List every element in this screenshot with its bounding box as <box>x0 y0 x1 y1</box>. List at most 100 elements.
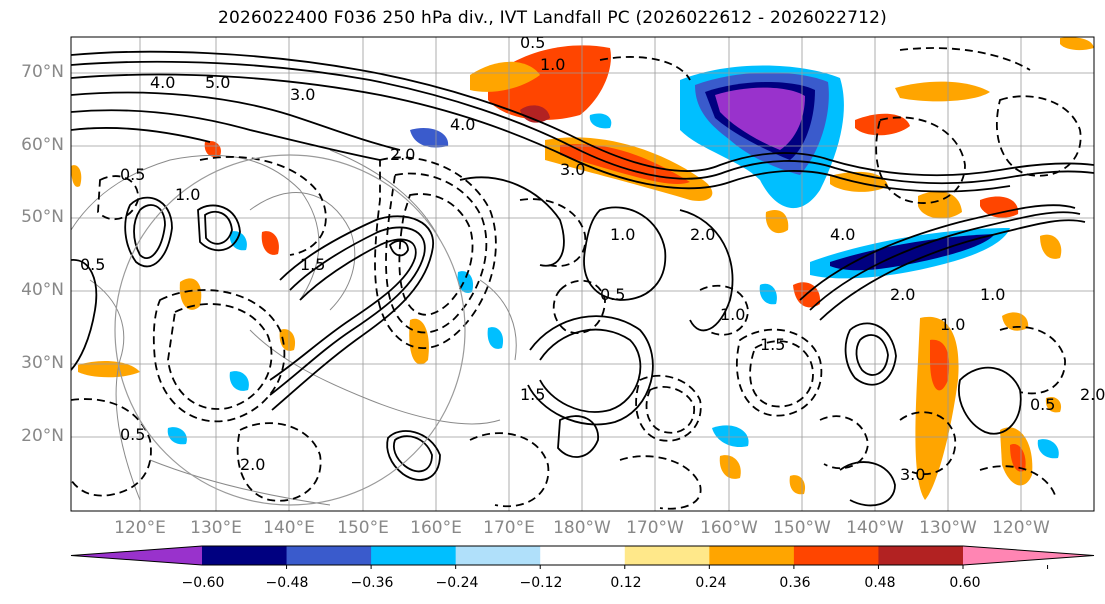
contour-line <box>469 432 550 508</box>
lon-label: 130°W <box>919 518 977 538</box>
colorbar-tick-label: −0.60 <box>181 575 225 591</box>
lat-label: 60°N <box>21 135 64 155</box>
negative-div-region <box>229 371 249 391</box>
lon-label: 120°W <box>992 518 1050 538</box>
colorbar-extend-low <box>71 546 202 565</box>
negative-div-region <box>712 425 749 448</box>
negative-div-region <box>1037 439 1059 459</box>
lon-label: 180°W <box>553 518 611 538</box>
colorbar-segment <box>878 546 964 565</box>
contour-line <box>71 109 381 161</box>
contour-line <box>269 226 426 396</box>
negative-contours <box>71 47 1082 510</box>
contour-line <box>583 206 667 301</box>
contour-label: 1.0 <box>980 285 1005 304</box>
contour-line <box>899 47 1031 71</box>
contour-line <box>71 73 1011 193</box>
lat-label: 40°N <box>21 280 64 300</box>
contour-label: 2.0 <box>690 225 715 244</box>
contour-line <box>996 95 1082 177</box>
colorbar-tick-label: −0.48 <box>265 575 309 591</box>
contour-line <box>819 219 1086 321</box>
negative-div-region <box>830 234 995 271</box>
contour-line <box>71 259 98 371</box>
contour-label: 2.0 <box>890 285 915 304</box>
contour-line <box>124 196 173 268</box>
colorbar-segment <box>371 546 457 565</box>
contour-label: 1.5 <box>520 385 545 404</box>
colorbar-segment <box>286 546 372 565</box>
colorbar-segment <box>540 546 626 565</box>
colorbar-segment <box>624 546 710 565</box>
contour-line <box>599 56 691 81</box>
figure-title: 2026022400 F036 250 hPa div., IVT Landfa… <box>218 8 887 28</box>
positive-div-region <box>470 61 540 92</box>
contour-label: 2.0 <box>390 145 415 164</box>
positive-div-region <box>1010 444 1026 472</box>
colorbar-extend-high <box>963 546 1094 565</box>
contour-line <box>645 385 695 434</box>
contour-line <box>557 415 599 458</box>
colorbar-segment <box>709 546 795 565</box>
positive-div-region <box>895 81 990 102</box>
positive-div-region <box>71 165 82 187</box>
lon-label: 170°E <box>483 518 535 538</box>
colorbar-segment <box>455 546 541 565</box>
contour-label: 0.5 <box>120 165 145 184</box>
contour-line <box>152 289 286 423</box>
positive-div-region <box>930 339 950 391</box>
contour-label: 4.0 <box>150 73 175 92</box>
contour-label: 1.0 <box>175 185 200 204</box>
contour-label: 2.0 <box>1080 385 1105 404</box>
contour-label: 1.0 <box>940 315 965 334</box>
positive-contours <box>71 50 1094 507</box>
positive-div-region <box>409 318 429 365</box>
colorbar-segment <box>793 546 879 565</box>
contour-line <box>386 430 441 481</box>
contour-label: 1.0 <box>720 305 745 324</box>
contour-line <box>374 156 497 349</box>
lon-label: 160°E <box>410 518 462 538</box>
contour-label: 2.0 <box>240 455 265 474</box>
contour-line <box>71 127 211 143</box>
negative-div-region <box>167 427 187 445</box>
contour-line <box>71 60 1094 185</box>
contour-line <box>844 322 897 386</box>
graticule <box>71 37 1094 511</box>
contour-line <box>398 193 474 316</box>
contour-label: 1.5 <box>760 335 785 354</box>
colorbar-tick-label: 0.24 <box>695 575 727 591</box>
contour-line <box>385 172 488 334</box>
contour-line <box>133 204 166 259</box>
positive-div-region <box>1045 396 1062 413</box>
contour-label: 3.0 <box>560 160 585 179</box>
lon-label: 170°W <box>626 518 684 538</box>
positive-div-region <box>980 196 1019 218</box>
colorbar-tick-label: −0.12 <box>519 575 563 591</box>
contour-label: 3.0 <box>290 85 315 104</box>
contour-label: 5.0 <box>205 73 230 92</box>
colorbar-tick-label: 0.12 <box>610 575 642 591</box>
contour-label: 4.0 <box>830 225 855 244</box>
contour-label: 4.0 <box>450 115 475 134</box>
lon-label: 120°E <box>114 518 166 538</box>
colorbar-outline <box>70 545 1095 566</box>
lat-label: 70°N <box>21 62 64 82</box>
positive-div-region <box>855 113 910 136</box>
positive-div-region <box>179 278 202 310</box>
contour-line <box>519 198 587 267</box>
contour-label: 0.5 <box>600 285 625 304</box>
contour-label: 1.5 <box>300 255 325 274</box>
negative-div-region <box>715 87 805 150</box>
contour-line <box>699 284 749 336</box>
lat-label: 50°N <box>21 207 64 227</box>
positive-div-region <box>78 360 140 378</box>
contour-line <box>979 465 1056 496</box>
lon-label: 130°E <box>190 518 242 538</box>
colorbar-tick-label: −0.24 <box>435 575 479 591</box>
lat-label: 30°N <box>21 353 64 373</box>
contour-line <box>269 238 417 381</box>
positive-div-region <box>719 455 741 479</box>
contour-line <box>199 156 327 256</box>
